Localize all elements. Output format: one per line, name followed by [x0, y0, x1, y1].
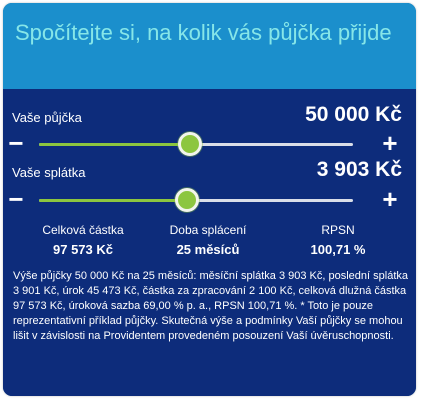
payment-slider-fill [39, 199, 187, 202]
payment-decrease-button[interactable]: − [8, 184, 24, 214]
loan-amount-value: 50 000 Kč [305, 103, 402, 126]
total-amount-label: Celková částka [42, 223, 124, 237]
calculator-panel: Vaše půjčka 50 000 Kč − + Vaše splátka 3… [3, 89, 416, 396]
duration-label: Doba splácení [169, 223, 247, 237]
payment-label: Vaše splátka [12, 165, 86, 180]
calculator-header: Spočítejte si, na kolik vás půjčka přijd… [3, 3, 416, 89]
payment-increase-button[interactable]: + [382, 184, 398, 214]
payment-slider-handle[interactable] [174, 188, 199, 212]
rpsn-value: 100,71 % [310, 242, 366, 257]
loan-decrease-button[interactable]: − [8, 128, 24, 158]
rpsn-label: RPSN [321, 223, 355, 237]
representative-example-text: Výše půjčky 50 000 Kč na 25 měsíců: měsí… [13, 270, 408, 342]
loan-amount-label: Vaše půjčka [12, 110, 82, 125]
payment-value: 3 903 Kč [316, 158, 402, 181]
loan-calculator-card: Spočítejte si, na kolik vás půjčka přijd… [3, 3, 416, 396]
loan-slider-handle[interactable] [177, 132, 202, 156]
duration-value: 25 měsíců [176, 242, 240, 257]
loan-increase-button[interactable]: + [382, 128, 398, 158]
loan-slider-fill [39, 143, 190, 146]
calculator-title: Spočítejte si, na kolik vás půjčka přijd… [15, 20, 392, 45]
total-amount-value: 97 573 Kč [53, 242, 113, 257]
